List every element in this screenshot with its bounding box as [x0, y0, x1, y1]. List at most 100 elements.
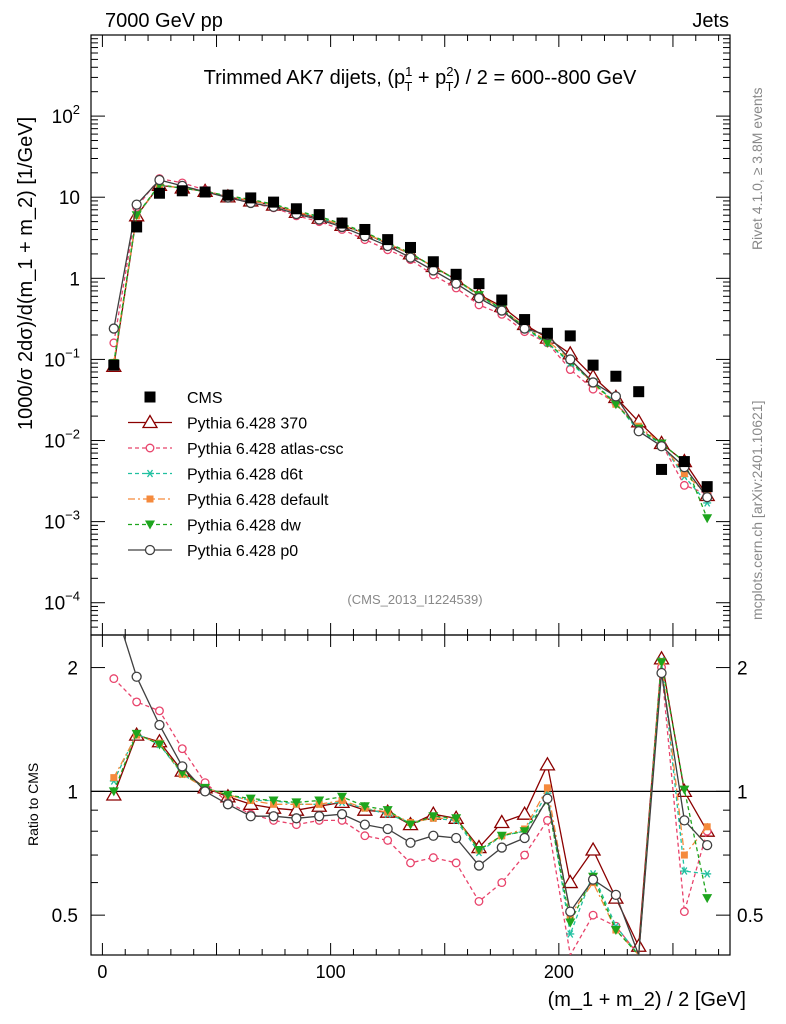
header-left: 7000 GeV pp	[105, 10, 223, 32]
ratio-plot-marks	[105, 635, 716, 955]
x-tick-label: 100	[316, 962, 346, 982]
ratio-point	[496, 842, 507, 853]
ratio-series-line	[113, 667, 708, 955]
ratio-point	[177, 768, 188, 778]
legend-marker	[144, 544, 156, 556]
plot-title: Trimmed AK7 dijets, (p1 T + p2 T) / 2 = 60…	[204, 64, 637, 94]
ratio-point	[610, 889, 622, 901]
data-point	[564, 330, 576, 342]
ratio-point	[679, 785, 690, 795]
legend-label: CMS	[187, 390, 223, 407]
legend-entry: Pythia 6.428 dw	[128, 518, 301, 535]
data-point	[702, 514, 713, 524]
ratio-point	[565, 918, 576, 928]
ratio-point	[154, 719, 165, 731]
series-cms	[108, 185, 713, 493]
data-point	[633, 426, 644, 437]
side-label-mcplots: mcplots.cern.ch [arXiv:2401.10621]	[749, 401, 765, 620]
ratio-point	[519, 827, 530, 837]
ratio-point	[154, 740, 165, 750]
data-point	[496, 305, 507, 316]
ratio-point	[703, 823, 711, 831]
legend-marker	[146, 469, 154, 478]
ratio-point	[222, 790, 233, 800]
ratio-point	[110, 774, 118, 782]
ratio-series-line	[113, 661, 708, 955]
legend-marker	[145, 443, 155, 453]
ratio-series-line	[113, 662, 708, 955]
data-point	[680, 470, 688, 478]
data-point	[701, 481, 713, 493]
y-axis-label: 1000/σ 2dσ)/d(m_1 + m_2) [1/GeV]	[15, 117, 37, 430]
ratio-point	[245, 811, 256, 822]
ratio-point	[587, 874, 599, 885]
ratio-point	[474, 896, 484, 906]
ratio-point	[336, 809, 348, 820]
data-point	[610, 400, 621, 410]
data-point	[382, 234, 394, 246]
ratio-point	[428, 830, 439, 841]
y-tick-label: 10−3	[44, 508, 80, 534]
data-point	[587, 377, 599, 388]
ratio-point	[108, 787, 119, 797]
ratio-axes-box	[90, 634, 731, 956]
ratio-point	[405, 820, 416, 830]
data-point	[405, 241, 416, 253]
data-point	[405, 252, 416, 263]
ratio-point	[199, 786, 211, 797]
data-point	[245, 192, 257, 204]
y-tick-label: 10−4	[44, 589, 80, 615]
ratio-point	[497, 878, 507, 888]
legend-marker	[146, 495, 154, 503]
data-point	[587, 359, 599, 371]
ratio-y-tick-label-right: 0.5	[737, 906, 763, 927]
ratio-point	[131, 729, 142, 739]
data-point	[153, 187, 165, 199]
ratio-point	[450, 832, 462, 844]
data-point	[154, 174, 165, 186]
data-point	[450, 278, 462, 289]
series-line	[113, 177, 708, 495]
data-point	[565, 365, 575, 374]
ratio-point	[383, 835, 393, 845]
ratio-y-tick-label: 1	[67, 782, 78, 803]
legend-marker	[141, 414, 159, 429]
ratio-series-pythia-6-428-atlas-csc	[109, 663, 712, 955]
ratio-point	[360, 831, 370, 841]
ratio-point	[131, 671, 142, 682]
data-point	[428, 265, 439, 276]
ratio-point	[562, 874, 579, 889]
data-point	[131, 221, 143, 233]
data-point	[473, 292, 485, 304]
data-point	[610, 370, 622, 382]
data-point	[678, 456, 690, 468]
data-point	[109, 338, 119, 348]
ratio-point	[291, 798, 302, 808]
data-point	[108, 359, 120, 371]
data-point	[427, 256, 439, 268]
x-tick-label: 0	[97, 962, 107, 982]
ratio-point	[291, 813, 302, 824]
legend-entry: Pythia 6.428 atlas-csc	[128, 441, 344, 458]
ratio-point	[680, 851, 688, 859]
data-point	[131, 211, 142, 221]
ratio-point	[565, 906, 576, 917]
ratio-y-axis-label: Ratio to CMS	[25, 763, 41, 846]
data-point	[473, 278, 485, 290]
ratio-point	[268, 811, 279, 822]
ratio-point	[702, 894, 713, 904]
data-point	[702, 492, 713, 503]
legend-entry: CMS	[144, 390, 223, 407]
ratio-point	[451, 814, 462, 824]
ratio-series-pythia-6-428-p0	[122, 635, 713, 955]
ratio-point	[516, 805, 533, 820]
ratio-series-pythia-6-428-370	[105, 650, 716, 952]
ratio-point	[177, 744, 187, 754]
ratio-point	[584, 841, 602, 856]
data-point	[542, 338, 553, 348]
ratio-point	[451, 858, 461, 868]
ratio-point	[314, 811, 325, 822]
ratio-point	[543, 784, 551, 792]
ratio-point	[520, 850, 530, 860]
